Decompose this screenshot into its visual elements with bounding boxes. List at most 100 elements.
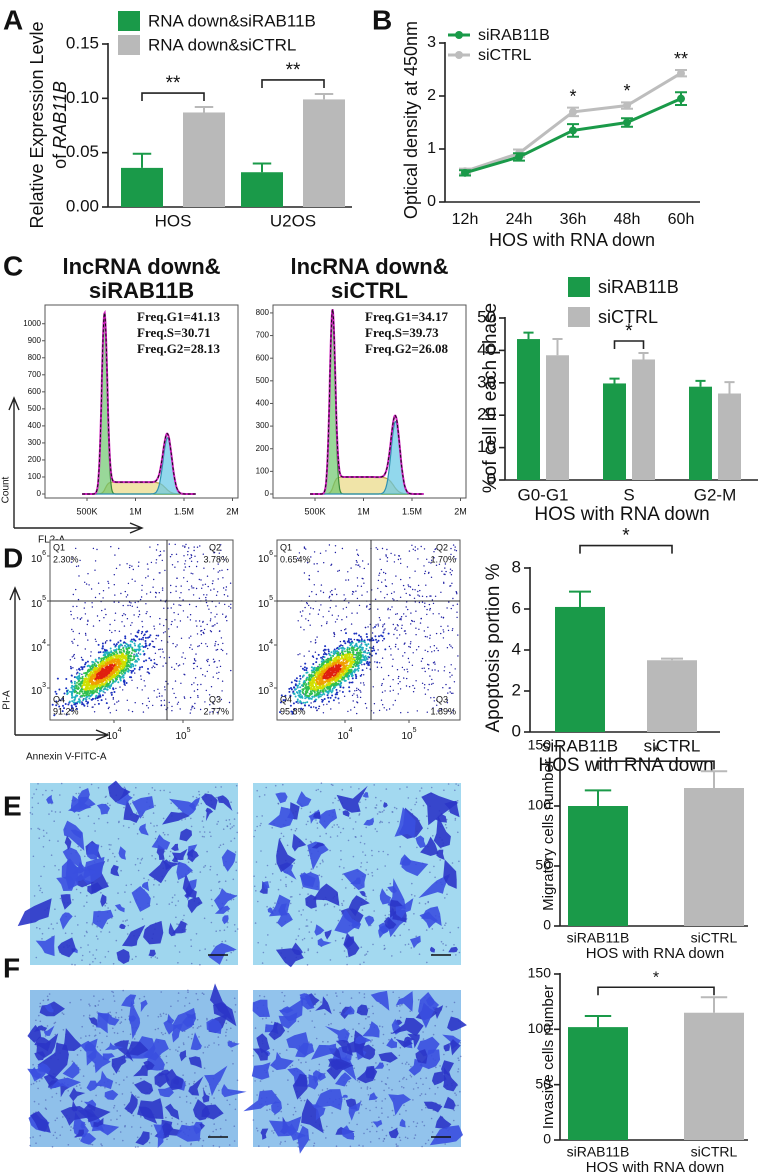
scatter-dot: [443, 637, 444, 638]
scatter-dot: [398, 693, 399, 694]
scatter-dot: [175, 544, 176, 545]
point: [461, 169, 469, 177]
pore: [80, 947, 82, 949]
scatter-dot: [99, 690, 101, 692]
scatter-dot: [363, 583, 364, 584]
error-bar: [315, 94, 333, 99]
scatter-dot: [113, 698, 114, 699]
scatter-dot: [129, 567, 130, 568]
scatter-dot: [409, 686, 410, 687]
scatter-dot: [457, 634, 458, 635]
scatter-dot: [344, 669, 346, 671]
scatter-dot: [205, 643, 206, 644]
scatter-dot: [124, 683, 126, 685]
scatter-dot: [156, 664, 157, 665]
pore: [135, 956, 137, 958]
pore: [41, 892, 43, 894]
scatter-dot: [445, 684, 446, 685]
scatter-dot: [116, 653, 118, 655]
scatter-dot: [455, 546, 456, 547]
scatter-dot: [382, 658, 383, 659]
x-tick-label: 1.5M: [174, 506, 194, 516]
scatter-dot: [433, 551, 434, 552]
scatter-dot: [305, 693, 307, 695]
significance-label: *: [653, 743, 659, 760]
scatter-dot: [406, 678, 407, 679]
scatter-dot: [108, 587, 109, 588]
scatter-dot: [169, 636, 170, 637]
scatter-dot: [102, 645, 104, 647]
pore: [82, 955, 84, 957]
pore: [174, 945, 176, 947]
scatter-dot: [141, 638, 143, 640]
error-bar: [195, 107, 213, 112]
scatter-dot: [127, 644, 129, 646]
y-tick-label: 105: [31, 595, 46, 610]
scatter-dot: [330, 591, 331, 592]
pore: [231, 826, 233, 828]
scatter-dot: [79, 698, 81, 700]
scatter-dot: [114, 594, 115, 595]
scatter-dot: [97, 673, 99, 675]
scatter-dot: [191, 573, 192, 574]
scatter-dot: [93, 692, 95, 694]
scatter-dot: [108, 654, 110, 656]
scatter-dot: [76, 703, 78, 705]
scatter-dot: [191, 684, 192, 685]
scatter-dot: [92, 664, 94, 666]
scatter-dot: [441, 571, 442, 572]
y-tick-label: 6: [512, 598, 521, 617]
scatter-dot: [342, 674, 344, 676]
scatter-dot: [89, 680, 91, 682]
scatter-dot: [331, 695, 333, 697]
scatter-dot: [333, 699, 335, 701]
scatter-dot: [314, 551, 315, 552]
scatter-dot: [200, 630, 201, 631]
scatter-dot: [194, 546, 195, 547]
x-tick-label: 12h: [452, 211, 479, 228]
scatter-dot: [113, 675, 115, 677]
scatter-dot: [366, 707, 367, 708]
scatter-dot: [122, 615, 123, 616]
scatter-dot: [291, 681, 293, 683]
scatter-dot: [114, 601, 115, 602]
scatter-dot: [376, 547, 377, 548]
scatter-dot: [130, 633, 131, 634]
scatter-dot: [105, 641, 106, 642]
scatter-dot: [108, 707, 109, 708]
significance-label: **: [166, 73, 181, 94]
scatter-dot: [367, 639, 369, 641]
y-axis-label: PI-A: [2, 690, 13, 710]
scatter-dot: [323, 661, 325, 663]
point: [569, 126, 577, 134]
scatter-dot: [308, 605, 309, 606]
scatter-dot: [412, 665, 413, 666]
scatter-dot: [79, 673, 81, 675]
scatter-dot: [318, 697, 320, 699]
histogram-stat: Freq.G1=41.13: [137, 309, 220, 324]
scatter-dot: [394, 561, 395, 562]
scatter-dot: [75, 688, 77, 690]
scatter-dot: [129, 660, 131, 662]
scatter-dot: [324, 685, 326, 687]
scatter-dot: [393, 624, 394, 625]
legend-swatch: [118, 35, 140, 55]
scatter-dot: [99, 679, 101, 681]
scatter-dot: [199, 645, 200, 646]
scatter-dot: [349, 644, 351, 646]
scatter-dot: [106, 672, 108, 674]
scatter-dot: [446, 607, 447, 608]
scatter-dot: [77, 617, 78, 618]
scatter-dot: [152, 641, 153, 642]
scatter-dot: [330, 657, 332, 659]
scatter-dot: [147, 568, 148, 569]
scatter-dot: [334, 662, 336, 664]
scatter-dot: [190, 644, 191, 645]
scatter-dot: [199, 545, 200, 546]
x-axis-label: HOS with RNA down: [538, 755, 713, 776]
scatter-dot: [138, 650, 140, 652]
scatter-dot: [138, 638, 140, 640]
scatter-dot: [328, 678, 330, 680]
scatter-dot: [450, 572, 451, 573]
pore: [109, 849, 111, 851]
